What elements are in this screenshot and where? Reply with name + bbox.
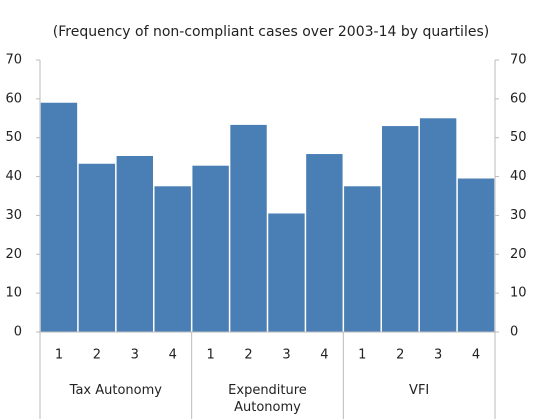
- bar: [306, 154, 343, 332]
- x-tick-label: 1: [358, 348, 366, 363]
- y-tick-label: 40: [5, 169, 22, 184]
- x-tick-label: 4: [320, 348, 328, 363]
- bar: [344, 186, 381, 332]
- y-tick-label: 50: [5, 130, 22, 145]
- x-tick-label: 2: [244, 348, 252, 363]
- bar: [457, 178, 495, 332]
- group-label: Tax Autonomy: [69, 383, 162, 398]
- y-tick-label: 60: [5, 91, 22, 106]
- x-tick-label: 2: [396, 348, 404, 363]
- y2-tick-label: 30: [510, 208, 527, 223]
- y-tick-label: 0: [14, 325, 22, 340]
- bar: [116, 155, 153, 332]
- y2-tick-label: 20: [510, 247, 527, 262]
- x-tick-label: 4: [169, 348, 177, 363]
- y-tick-label: 10: [5, 286, 22, 301]
- group-label: Expenditure Autonomy: [228, 383, 307, 415]
- y2-tick-label: 0: [510, 325, 518, 340]
- y2-tick-label: 50: [510, 130, 527, 145]
- bar: [192, 165, 229, 332]
- y-tick-label: 70: [5, 53, 22, 68]
- y-tick-label: 30: [5, 208, 22, 223]
- y2-tick-label: 60: [510, 91, 527, 106]
- bar: [419, 118, 457, 333]
- bar: [268, 213, 305, 332]
- group-label: VFI: [409, 383, 430, 398]
- bar: [40, 102, 78, 332]
- y-tick-label: 20: [5, 247, 22, 262]
- y2-tick-label: 70: [510, 53, 527, 68]
- y2-tick-label: 40: [510, 169, 527, 184]
- chart-title: (Frequency of non-compliant cases over 2…: [53, 24, 489, 40]
- x-tick-label: 4: [472, 348, 480, 363]
- bar: [154, 186, 191, 332]
- bar: [78, 163, 116, 332]
- x-tick-label: 3: [434, 348, 442, 363]
- bar: [382, 126, 419, 332]
- x-tick-label: 1: [55, 348, 63, 363]
- x-tick-label: 2: [93, 348, 101, 363]
- x-tick-label: 1: [206, 348, 214, 363]
- x-tick-label: 3: [131, 348, 139, 363]
- bar: [230, 124, 267, 333]
- x-tick-label: 3: [282, 348, 290, 363]
- y2-tick-label: 10: [510, 286, 527, 301]
